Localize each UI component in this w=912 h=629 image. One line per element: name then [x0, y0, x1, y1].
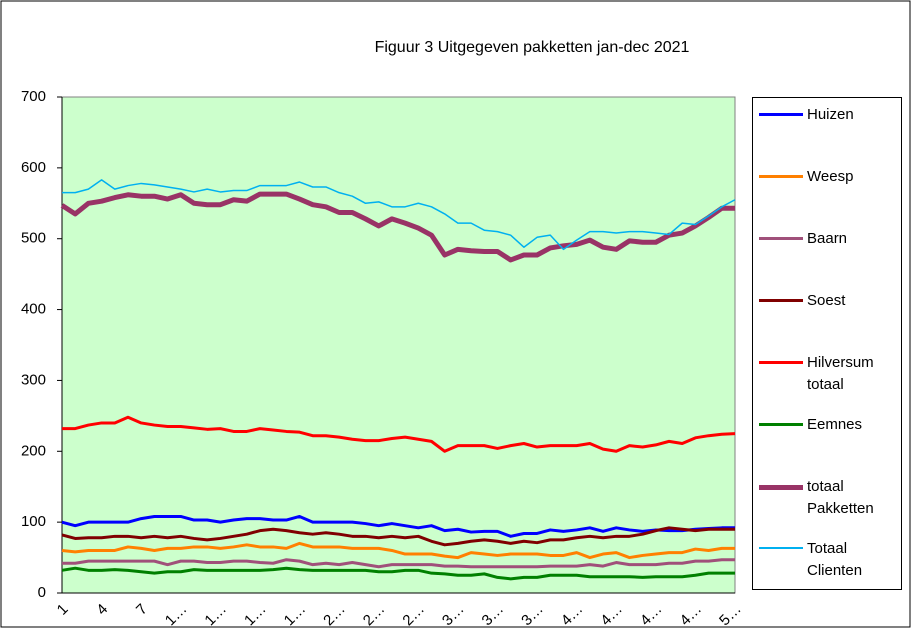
legend-swatch	[759, 113, 803, 116]
legend-label: Soest	[807, 292, 846, 309]
legend-item: Baarn	[759, 228, 897, 250]
y-tick-label: 100	[21, 513, 46, 530]
legend-swatch	[759, 361, 803, 364]
series-line	[62, 415, 736, 453]
legend-label: Weesp	[807, 168, 854, 185]
y-tick-label: 700	[21, 88, 46, 105]
series-line	[62, 558, 735, 569]
series-line	[60, 191, 735, 263]
series-line	[61, 514, 735, 538]
y-tick-label: 200	[21, 442, 46, 459]
legend-item: Soest	[759, 290, 897, 312]
series-line	[61, 526, 735, 547]
legend-label: Baarn	[807, 230, 848, 247]
legend: Huizen Weesp Baarn Soest Hilversum totaal Eem…	[752, 97, 902, 590]
legend-label: Eemnes	[807, 416, 863, 433]
y-tick-label: 0	[38, 584, 46, 601]
y-tick-label: 600	[21, 159, 46, 176]
series-line	[61, 566, 735, 581]
chart-title: Figuur 3 Uitgegeven pakketten jan-dec 20…	[375, 39, 690, 56]
series-line	[61, 541, 735, 560]
legend-item: Hilversum totaal	[759, 352, 897, 396]
legend-label: Huizen	[807, 106, 854, 123]
legend-swatch	[759, 423, 803, 426]
legend-swatch	[759, 237, 803, 240]
legend-swatch	[759, 175, 803, 178]
y-tick-label: 300	[21, 371, 46, 388]
legend-item: Totaal Clienten	[759, 538, 897, 582]
legend-label: Totaal Clienten	[807, 540, 863, 579]
y-tick-label: 500	[21, 230, 46, 247]
legend-swatch	[759, 485, 803, 490]
series-line	[62, 179, 736, 251]
legend-item: Huizen	[759, 104, 897, 126]
legend-item: Weesp	[759, 166, 897, 188]
legend-label: Hilversum totaal	[807, 354, 874, 393]
legend-item: totaal Pakketten	[759, 476, 897, 520]
legend-item: Eemnes	[759, 414, 897, 436]
plot-area	[61, 96, 736, 594]
legend-swatch	[759, 547, 803, 549]
legend-swatch	[759, 299, 803, 302]
legend-label: totaal Pakketten	[807, 478, 874, 517]
y-tick-label: 400	[21, 301, 46, 318]
